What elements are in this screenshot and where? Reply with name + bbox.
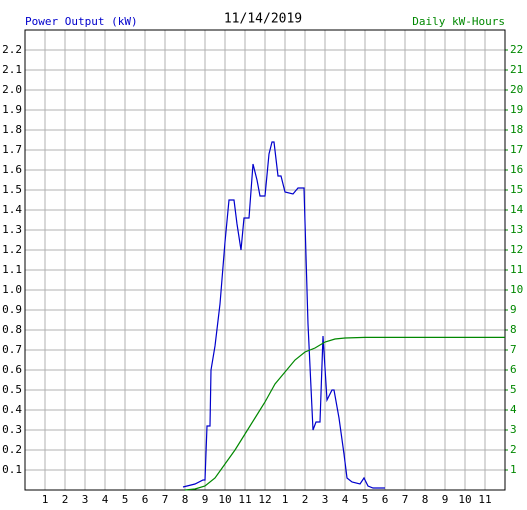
y-tick-label: 0.3	[2, 423, 22, 436]
y-tick-label: 1.0	[2, 283, 22, 296]
y-tick-label: 1.2	[2, 243, 22, 256]
x-tick-label: 3	[82, 493, 89, 506]
y-tick-label: 0.6	[2, 363, 22, 376]
y-tick-label: 1.8	[2, 123, 22, 136]
y-tick-label: 2.2	[2, 43, 22, 56]
x-tick-label: 4	[342, 493, 349, 506]
x-tick-label: 6	[142, 493, 149, 506]
y-tick-label: 1.1	[2, 263, 22, 276]
y-tick-label: 2.0	[2, 83, 22, 96]
y2-tick-label: 20	[510, 83, 523, 96]
y2-tick-label: 16	[510, 163, 523, 176]
y-tick-label: 0.9	[2, 303, 22, 316]
x-tick-label: 4	[102, 493, 109, 506]
chart-title: 11/14/2019	[224, 12, 302, 27]
y2-tick-label: 10	[510, 283, 523, 296]
y-tick-label: 0.8	[2, 323, 22, 336]
x-tick-label: 5	[362, 493, 369, 506]
y-tick-label: 1.4	[2, 203, 22, 216]
y2-tick-label: 3	[510, 423, 517, 436]
x-tick-label: 11	[238, 493, 251, 506]
left-axis-title: Power Output (kW)	[25, 15, 138, 28]
y2-tick-label: 4	[510, 403, 517, 416]
x-tick-label: 12	[258, 493, 271, 506]
x-tick-label: 11	[478, 493, 491, 506]
y-tick-label: 1.6	[2, 163, 22, 176]
y-tick-label: 0.5	[2, 383, 22, 396]
y-tick-label: 0.4	[2, 403, 22, 416]
y2-tick-label: 5	[510, 383, 517, 396]
x-tick-label: 5	[122, 493, 129, 506]
y2-tick-label: 12	[510, 243, 523, 256]
x-tick-label: 10	[218, 493, 231, 506]
x-tick-label: 8	[182, 493, 189, 506]
y2-tick-label: 6	[510, 363, 517, 376]
y-tick-label: 1.3	[2, 223, 22, 236]
y-tick-label: 2.1	[2, 63, 22, 76]
y-tick-label: 0.2	[2, 443, 22, 456]
x-tick-label: 7	[162, 493, 169, 506]
y2-tick-label: 9	[510, 303, 517, 316]
y2-tick-label: 14	[510, 203, 524, 216]
y2-tick-label: 1	[510, 463, 517, 476]
y2-tick-label: 8	[510, 323, 517, 336]
x-tick-label: 3	[322, 493, 329, 506]
y2-tick-label: 15	[510, 183, 523, 196]
y2-tick-label: 21	[510, 63, 523, 76]
x-tick-label: 2	[302, 493, 309, 506]
data-line	[182, 141, 385, 489]
y-tick-label: 0.7	[2, 343, 22, 356]
x-tick-label: 2	[62, 493, 69, 506]
y-tick-label: 1.5	[2, 183, 22, 196]
y-tick-label: 0.1	[2, 463, 22, 476]
right-axis-title: Daily kW-Hours	[412, 15, 505, 28]
plot-border	[24, 29, 506, 491]
y2-tick-label: 2	[510, 443, 517, 456]
y2-tick-label: 7	[510, 343, 517, 356]
x-tick-label: 1	[42, 493, 49, 506]
y-tick-label: 1.7	[2, 143, 22, 156]
y2-tick-label: 17	[510, 143, 523, 156]
x-tick-label: 6	[382, 493, 389, 506]
data-line	[184, 336, 505, 491]
y2-tick-label: 18	[510, 123, 523, 136]
y2-tick-label: 11	[510, 263, 523, 276]
y2-tick-label: 13	[510, 223, 523, 236]
x-tick-label: 10	[458, 493, 471, 506]
x-tick-label: 1	[282, 493, 289, 506]
x-tick-label: 7	[402, 493, 409, 506]
x-tick-label: 9	[202, 493, 209, 506]
x-tick-label: 9	[442, 493, 449, 506]
y2-tick-label: 22	[510, 43, 523, 56]
x-tick-label: 8	[422, 493, 429, 506]
y-tick-label: 1.9	[2, 103, 22, 116]
y2-tick-label: 19	[510, 103, 523, 116]
